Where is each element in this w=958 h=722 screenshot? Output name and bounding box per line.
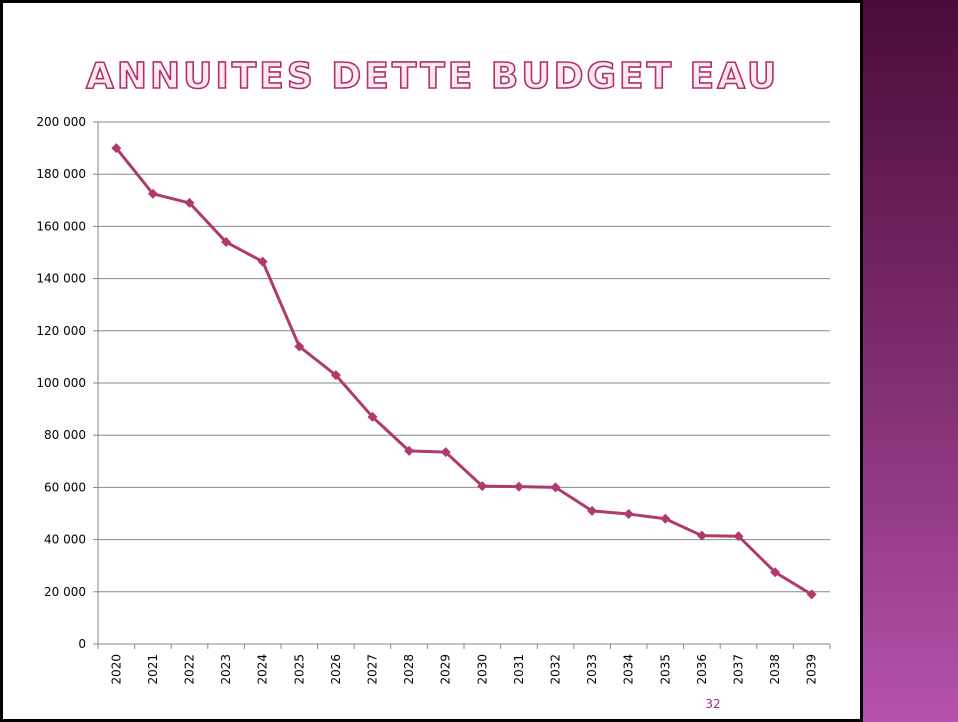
- marker: [221, 237, 232, 248]
- x-tick-label: 2027: [366, 654, 380, 685]
- marker: [770, 567, 781, 578]
- x-tick-label: 2039: [805, 654, 819, 685]
- x-tick-label: 2031: [512, 654, 526, 685]
- y-tick-label: 20 000: [44, 585, 86, 599]
- marker: [623, 509, 634, 520]
- y-tick-label: 200 000: [36, 115, 86, 129]
- line: [115, 147, 813, 596]
- page-number: 32: [705, 697, 720, 711]
- marker: [367, 411, 378, 422]
- x-tick-label: 2020: [109, 654, 123, 685]
- x-tick-label: 2026: [329, 654, 343, 685]
- marker: [660, 513, 671, 524]
- marker: [330, 370, 341, 381]
- plot: 0 20 000 40 000 60 000 80 000 100 000 120 000 1…: [36, 115, 831, 685]
- y-tick-label: 40 000: [44, 533, 86, 547]
- y-tick-label: 160 000: [36, 219, 86, 233]
- x-tick-label: 2022: [183, 654, 197, 685]
- x-tick-label: 2025: [292, 654, 306, 685]
- marker: [294, 341, 305, 352]
- x-tick-label: 2030: [475, 654, 489, 685]
- x-tick-label: 2023: [219, 654, 233, 685]
- slide-border: [0, 0, 863, 722]
- y-tick-label: 80 000: [44, 428, 86, 442]
- x-tick-label: 2038: [768, 654, 782, 685]
- x-tick-label: 2034: [622, 654, 636, 685]
- marker: [184, 197, 195, 208]
- marker: [806, 589, 817, 600]
- x-tick-label: 2033: [585, 654, 599, 685]
- marker: [404, 445, 415, 456]
- x-tick-label: 2028: [402, 654, 416, 685]
- marker: [477, 481, 488, 492]
- x-tick-label: 2029: [439, 654, 453, 685]
- x-tick-label: 2037: [732, 654, 746, 685]
- side-panel: [862, 0, 958, 722]
- x-tick-label: 2024: [256, 654, 270, 685]
- marker: [111, 143, 122, 154]
- x-tick-label: 2035: [658, 654, 672, 685]
- y-tick-label: 180 000: [36, 167, 86, 181]
- x-tick-label: 2036: [695, 654, 709, 685]
- x-tick-label: 2021: [146, 654, 160, 685]
- marker: [550, 482, 561, 493]
- y-tick-label: 100 000: [36, 376, 86, 390]
- marker: [147, 188, 158, 199]
- y-tick-label: 60 000: [44, 480, 86, 494]
- y-tick-label: 120 000: [36, 324, 86, 338]
- y-tick-label: 140 000: [36, 272, 86, 286]
- x-tick-label: 2032: [549, 654, 563, 685]
- marker: [587, 505, 598, 516]
- marker: [733, 531, 744, 542]
- marker: [696, 530, 707, 541]
- y-tick-label: 0: [78, 637, 86, 651]
- marker: [440, 447, 451, 458]
- marker: [513, 481, 524, 492]
- chart-title: ANNUITES DETTE BUDGET EAU: [86, 56, 779, 97]
- marker: [257, 256, 268, 267]
